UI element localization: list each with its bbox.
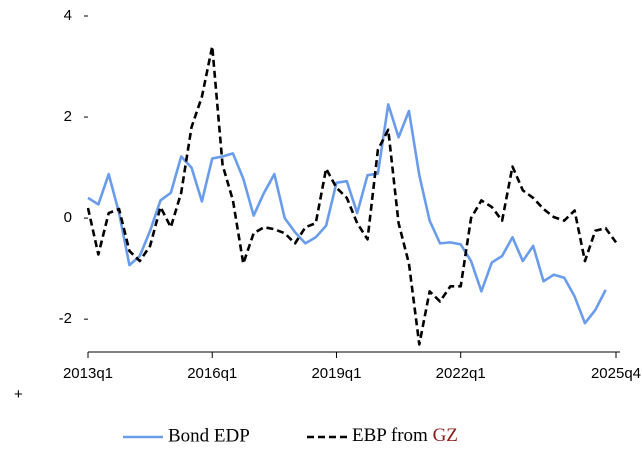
series-line (86, 45, 618, 346)
x-tick-label: 2022q1 (436, 365, 486, 382)
y-tick-label: 2 (64, 108, 72, 125)
x-tick-label: 2019q1 (311, 365, 361, 382)
series-line (87, 103, 607, 325)
legend-label: EBP from GZ (352, 425, 458, 446)
x-tick-label: 2025q4 (591, 365, 641, 382)
x-tick-label: 2016q1 (187, 365, 237, 382)
y-tick-label: 0 (64, 209, 72, 226)
y-tick-label: -2 (59, 310, 72, 327)
legend-label: Bond EDP (168, 425, 250, 446)
y-tick-label: 4 (64, 7, 72, 24)
annotation: + (14, 386, 23, 403)
x-tick-label: 2013q1 (63, 365, 113, 382)
